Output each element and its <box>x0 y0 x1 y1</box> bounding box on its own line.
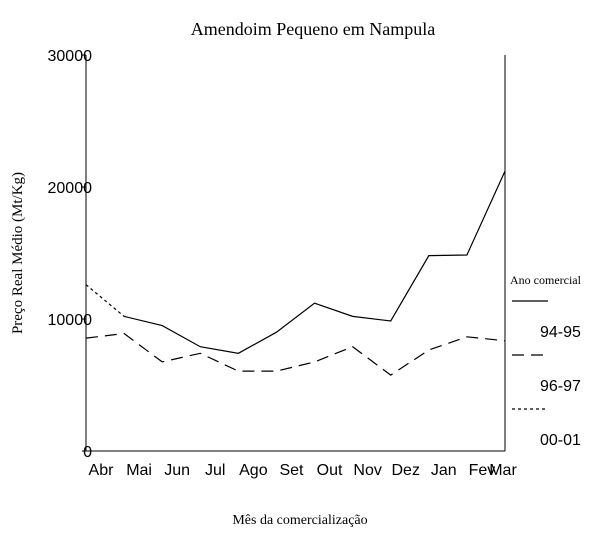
x-tick-label: Ago <box>239 462 268 479</box>
x-tick-label: Jan <box>431 462 457 479</box>
legend-label: 96-97 <box>540 378 581 395</box>
series-line <box>85 284 125 317</box>
series-line <box>123 170 506 354</box>
x-tick-label: Mar <box>489 462 517 479</box>
x-tick-label: Out <box>317 462 343 479</box>
x-tick-label: Mai <box>126 462 152 479</box>
y-tick-label: 10000 <box>48 312 93 329</box>
legend-title: Ano comercial <box>510 273 582 287</box>
legend-label: 00-01 <box>540 432 581 449</box>
x-tick-label: Jun <box>164 462 190 479</box>
y-tick-label: 20000 <box>48 180 93 197</box>
x-tick-label: Abr <box>89 462 115 479</box>
x-tick-label: Fev <box>469 462 496 479</box>
x-tick-label: Set <box>279 462 304 479</box>
x-tick-label: Nov <box>353 462 381 479</box>
y-axis-label: Preço Real Médio (Mt/Kg) <box>10 172 26 334</box>
chart-title: Amendoim Pequeno em Nampula <box>191 19 435 39</box>
x-tick-label: Dez <box>392 462 420 479</box>
series-line <box>85 332 506 376</box>
y-tick-label: 0 <box>83 444 92 461</box>
x-tick-label: Jul <box>205 462 225 479</box>
x-axis-label: Mês da comercialização <box>232 513 367 528</box>
legend-label: 94-95 <box>540 324 581 341</box>
y-tick-label: 30000 <box>48 48 93 65</box>
